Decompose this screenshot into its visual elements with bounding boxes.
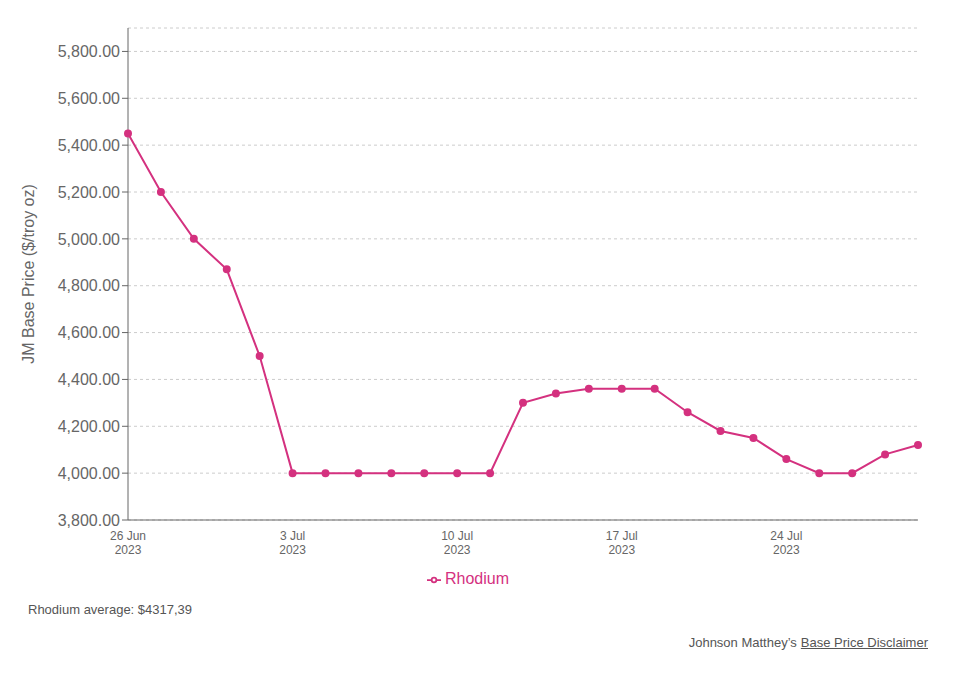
svg-text:10 Jul2023: 10 Jul2023 [441, 529, 473, 557]
svg-text:4,600.00: 4,600.00 [58, 324, 120, 341]
svg-text:5,000.00: 5,000.00 [58, 231, 120, 248]
svg-text:JM Base Price ($/troy oz): JM Base Price ($/troy oz) [20, 184, 37, 364]
svg-text:5,200.00: 5,200.00 [58, 184, 120, 201]
svg-text:5,600.00: 5,600.00 [58, 90, 120, 107]
svg-text:26 Jun2023: 26 Jun2023 [110, 529, 146, 557]
svg-text:5,400.00: 5,400.00 [58, 137, 120, 154]
svg-text:4,200.00: 4,200.00 [58, 418, 120, 435]
svg-text:4,400.00: 4,400.00 [58, 371, 120, 388]
svg-text:3 Jul2023: 3 Jul2023 [279, 529, 306, 557]
svg-text:4,800.00: 4,800.00 [58, 277, 120, 294]
html-text:Rhodium average: $4317,39: Rhodium average: $4317,39 [28, 602, 193, 617]
svg-text:3,800.00: 3,800.00 [58, 512, 120, 529]
svg-text:4,000.00: 4,000.00 [58, 465, 120, 482]
html-text:Rhodium: Rhodium [445, 570, 509, 587]
svg-text:5,800.00: 5,800.00 [58, 43, 120, 60]
svg-text:17 Jul2023: 17 Jul2023 [606, 529, 638, 557]
html-text:Johnson Matthey’s Base Price D: Johnson Matthey’s Base Price Disclaimer [688, 635, 928, 650]
svg-text:24 Jul2023: 24 Jul2023 [770, 529, 802, 557]
